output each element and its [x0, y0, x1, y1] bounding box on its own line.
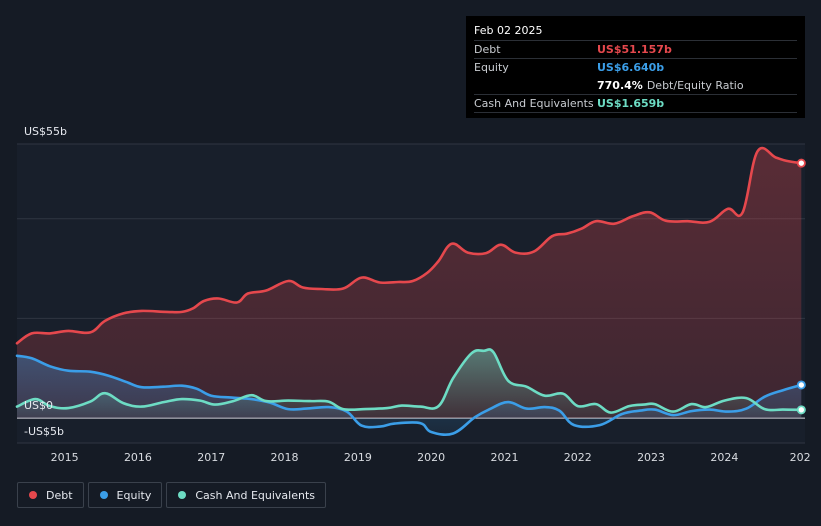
y-tick-label: US$55b: [24, 125, 67, 138]
legend-dot-equity: [99, 491, 108, 499]
y-tick-label: US$0: [24, 399, 53, 412]
x-tick-label: 202: [790, 451, 811, 464]
legend-dot-debt: [29, 491, 37, 499]
tooltip-date: Feb 02 2025: [474, 24, 543, 37]
series-end-marker-equity: [796, 380, 806, 390]
tooltip-ratio-value: 770.4%: [597, 79, 643, 92]
tooltip-cash-value: US$1.659b: [597, 97, 665, 110]
tooltip-cash-label: Cash And Equivalents: [474, 97, 594, 110]
series-line-debt: [15, 146, 803, 345]
tooltip-row-debt: Debt US$51.157b: [474, 40, 797, 58]
tooltip-ratio-label: Debt/Equity Ratio: [646, 79, 744, 92]
legend-item-cash[interactable]: Cash And Equivalents: [166, 482, 326, 508]
tooltip-panel: Feb 02 2025 Debt US$51.157b Equity US$6.…: [466, 16, 805, 118]
chart-legend: Debt Equity Cash And Equivalents: [17, 482, 330, 508]
series-line-equity: [15, 354, 803, 437]
x-tick-label: 2020: [417, 451, 445, 464]
x-tick-label: 2021: [490, 451, 518, 464]
legend-label-debt: Debt: [46, 488, 73, 502]
tooltip-debt-label: Debt: [474, 43, 501, 56]
legend-item-equity[interactable]: Equity: [87, 482, 163, 508]
x-tick-label: 2019: [344, 451, 372, 464]
series-line-cash: [15, 348, 803, 414]
x-tick-label: 2016: [124, 451, 152, 464]
tooltip-equity-value: US$6.640b: [597, 61, 665, 74]
series-end-marker-cash: [796, 405, 806, 415]
tooltip-debt-value: US$51.157b: [597, 43, 672, 56]
series-end-marker-debt: [796, 158, 806, 168]
x-tick-label: 2018: [271, 451, 299, 464]
tooltip-row-ratio: 770.4% Debt/Equity Ratio: [474, 76, 797, 94]
x-tick-label: 2015: [51, 451, 79, 464]
x-tick-label: 2017: [197, 451, 225, 464]
legend-dot-cash: [178, 491, 187, 499]
legend-item-debt[interactable]: Debt: [17, 482, 84, 508]
tooltip-row-equity: Equity US$6.640b: [474, 58, 797, 76]
x-tick-label: 2023: [637, 451, 665, 464]
legend-label-cash: Cash And Equivalents: [195, 488, 315, 502]
tooltip-row-cash: Cash And Equivalents US$1.659b: [474, 94, 797, 113]
legend-label-equity: Equity: [116, 488, 152, 502]
y-tick-label: -US$5b: [24, 425, 64, 438]
tooltip-equity-label: Equity: [474, 61, 509, 74]
x-tick-label: 2022: [564, 451, 592, 464]
x-tick-label: 2024: [710, 451, 738, 464]
